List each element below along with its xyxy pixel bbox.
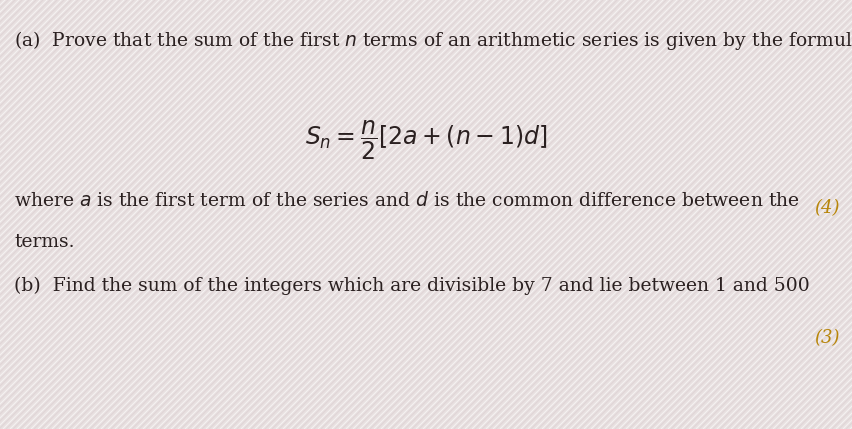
Text: (4): (4)	[814, 199, 839, 217]
Text: $S_n = \dfrac{n}{2}[2a + (n-1)d]$: $S_n = \dfrac{n}{2}[2a + (n-1)d]$	[304, 119, 547, 163]
Text: (b)  Find the sum of the integers which are divisible by 7 and lie between 1 and: (b) Find the sum of the integers which a…	[14, 277, 809, 295]
Text: (3): (3)	[814, 329, 839, 347]
Text: where $a$ is the first term of the series and $d$ is the common difference betwe: where $a$ is the first term of the serie…	[14, 191, 799, 210]
Text: terms.: terms.	[14, 233, 74, 251]
Text: (a)  Prove that the sum of the first $n$ terms of an arithmetic series is given : (a) Prove that the sum of the first $n$ …	[14, 29, 852, 52]
